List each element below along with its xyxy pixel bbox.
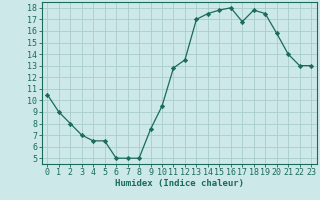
X-axis label: Humidex (Indice chaleur): Humidex (Indice chaleur) bbox=[115, 179, 244, 188]
